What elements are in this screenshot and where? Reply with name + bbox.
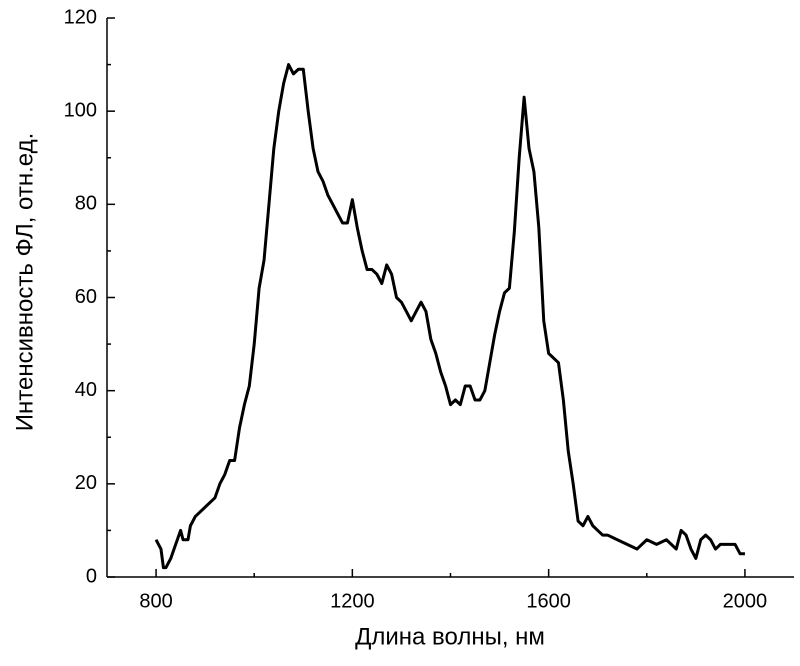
y-tick-label: 120	[64, 6, 97, 28]
y-tick-label: 80	[75, 193, 97, 215]
y-tick-label: 100	[64, 99, 97, 121]
y-tick-label: 40	[75, 379, 97, 401]
y-axis-label: Интенсивность ФЛ, отн.ед.	[11, 133, 38, 432]
x-tick-label: 1200	[330, 590, 375, 612]
y-tick-label: 0	[86, 565, 97, 587]
x-tick-label: 1600	[526, 590, 571, 612]
x-tick-label: 800	[139, 590, 172, 612]
x-tick-label: 2000	[723, 590, 768, 612]
data-line	[154, 63, 745, 570]
y-tick-label: 60	[75, 286, 97, 308]
y-tick-label: 20	[75, 472, 97, 494]
x-axis-label: Длина волны, нм	[355, 623, 545, 650]
